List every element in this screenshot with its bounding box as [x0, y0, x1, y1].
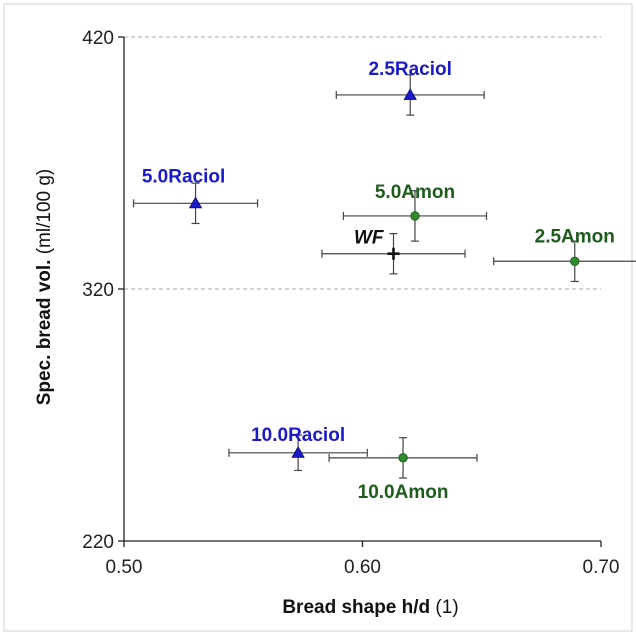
y-axis-title-unit: (ml/100 g) [34, 169, 55, 260]
x-tick-label: 0.50 [106, 557, 143, 578]
y-axis-title-bold: Spec. bread vol. [34, 260, 55, 406]
x-axis-title: Bread shape h/d (1) [282, 597, 458, 618]
data-label: WF [354, 228, 385, 249]
circle-marker [570, 256, 580, 266]
circle-marker [410, 211, 420, 221]
data-point: WF [321, 228, 466, 275]
data-label: 5.0Raciol [142, 166, 225, 187]
data-point: 5.0Amon [342, 182, 488, 242]
x-axis-title-unit: (1) [430, 597, 459, 618]
y-tick-label: 420 [82, 28, 114, 49]
data-label: 2.5Raciol [368, 59, 451, 80]
data-label: 5.0Amon [375, 182, 455, 203]
data-label: 10.0Amon [358, 482, 449, 503]
y-ticks: 220 320 420 [82, 28, 124, 553]
circle-marker [398, 453, 408, 463]
x-tick-label: 0.60 [344, 557, 381, 578]
triangle-marker [403, 88, 417, 100]
data-point: 2.5Amon [493, 226, 636, 283]
y-tick-label: 220 [82, 532, 114, 553]
chart-frame [3, 3, 633, 632]
y-tick-label: 320 [82, 280, 114, 301]
data-label: 10.0Raciol [251, 425, 345, 446]
x-tick-label: 0.70 [583, 557, 620, 578]
x-ticks: 0.50 0.60 0.70 [106, 541, 620, 578]
data-point: 10.0Raciol [228, 425, 368, 472]
data-point: 5.0Raciol [132, 166, 259, 225]
data-label: 2.5Amon [535, 226, 615, 247]
y-axis-title: Spec. bread vol. (ml/100 g) [34, 169, 55, 406]
data-point: 10.0Amon [328, 437, 478, 503]
triangle-marker [188, 196, 203, 209]
data-points: 2.5Raciol 5.0Raciol 5.0Amon WF 2.5Amon 10.0Ra… [132, 59, 636, 503]
data-point: 2.5Raciol [335, 59, 485, 116]
x-axis-title-bold: Bread shape h/d [282, 597, 430, 618]
gridlines [124, 36, 601, 290]
triangle-marker [291, 445, 305, 458]
